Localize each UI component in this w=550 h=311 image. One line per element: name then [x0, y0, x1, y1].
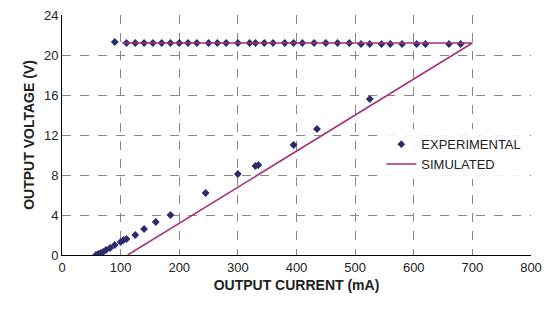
svg-text:16: 16 [44, 88, 58, 103]
svg-text:12: 12 [44, 128, 58, 143]
svg-text:200: 200 [168, 260, 190, 275]
svg-text:SIMULATED: SIMULATED [421, 157, 494, 172]
svg-text:0: 0 [51, 248, 58, 263]
svg-text:20: 20 [44, 48, 58, 63]
svg-text:300: 300 [227, 260, 249, 275]
svg-text:0: 0 [58, 260, 65, 275]
svg-text:800: 800 [520, 260, 542, 275]
svg-text:EXPERIMENTAL: EXPERIMENTAL [421, 137, 520, 152]
svg-text:OUTPUT VOLTAGE (V): OUTPUT VOLTAGE (V) [21, 60, 37, 210]
svg-text:8: 8 [51, 168, 58, 183]
svg-text:600: 600 [403, 260, 425, 275]
svg-text:24: 24 [44, 8, 58, 23]
svg-text:100: 100 [110, 260, 132, 275]
svg-text:700: 700 [462, 260, 484, 275]
svg-text:OUTPUT CURRENT (mA): OUTPUT CURRENT (mA) [214, 277, 380, 293]
svg-text:400: 400 [286, 260, 308, 275]
svg-text:4: 4 [51, 208, 58, 223]
svg-text:500: 500 [344, 260, 366, 275]
